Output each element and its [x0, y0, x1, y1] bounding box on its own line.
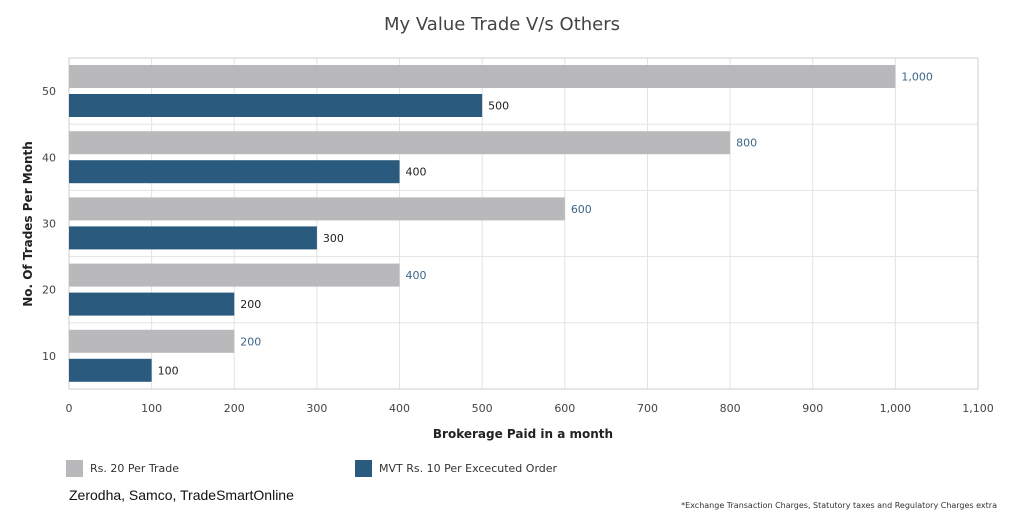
x-tick-label: 500	[472, 402, 493, 415]
legend-label: MVT Rs. 10 Per Excecuted Order	[379, 462, 558, 475]
bar	[69, 160, 400, 184]
data-label: 200	[240, 335, 261, 348]
axis-ticks: 0 100 200 300 400 500 600 700 800 900 1,000 1,100 50…	[42, 85, 994, 415]
bar	[69, 65, 896, 88]
x-tick-label: 800	[720, 402, 741, 415]
data-label: 200	[240, 298, 261, 311]
y-tick-label: 10	[42, 350, 56, 363]
bars: 1,000 500 800 400 600 300 400 200 200 100	[69, 65, 933, 382]
legend-swatch	[355, 460, 372, 477]
x-tick-label: 600	[554, 402, 575, 415]
brokers-text: Zerodha, Samco, TradeSmartOnline	[69, 487, 294, 503]
y-tick-label: 20	[42, 284, 56, 297]
brokerage-comparison-chart: My Value Trade V/s Others 1,000500800400…	[21, 14, 994, 441]
data-label: 800	[736, 137, 757, 150]
x-tick-label: 200	[224, 402, 245, 415]
x-tick-label: 1,000	[880, 402, 912, 415]
bar	[69, 263, 400, 287]
legend-swatch	[66, 460, 83, 477]
plot-area-border	[68, 57, 979, 390]
legend-item-series-1[interactable]: Rs. 20 Per Trade	[66, 460, 179, 477]
y-tick-label: 30	[42, 218, 56, 231]
data-label: 400	[406, 269, 427, 282]
x-tick-label: 700	[637, 402, 658, 415]
bar	[69, 131, 731, 155]
x-axis-label: Brokerage Paid in a month	[433, 427, 613, 441]
y-tick-label: 50	[42, 85, 56, 98]
footnote: *Exchange Transaction Charges, Statutory…	[681, 501, 997, 510]
bar	[69, 292, 235, 316]
data-label: 500	[488, 100, 509, 113]
data-label: 100	[158, 364, 179, 377]
chart-title: My Value Trade V/s Others	[384, 14, 620, 35]
x-tick-label: 900	[802, 402, 823, 415]
x-tick-label: 100	[141, 402, 162, 415]
x-tick-label: 0	[66, 402, 73, 415]
data-label: 1,000	[901, 71, 933, 84]
data-label: 600	[571, 203, 592, 216]
bar	[69, 329, 235, 353]
y-tick-label: 40	[42, 151, 56, 164]
bar	[69, 197, 565, 221]
data-label: 300	[323, 232, 344, 245]
y-axis-label: No. Of Trades Per Month	[21, 141, 35, 307]
legend-item-series-2[interactable]: MVT Rs. 10 Per Excecuted Order	[355, 460, 557, 477]
bar	[69, 94, 483, 117]
x-tick-label: 300	[306, 402, 327, 415]
legend-label: Rs. 20 Per Trade	[90, 462, 180, 475]
x-tick-label: 1,100	[962, 402, 994, 415]
x-tick-label: 400	[389, 402, 410, 415]
bar	[69, 358, 152, 382]
bar	[69, 226, 317, 250]
data-label: 400	[406, 166, 427, 179]
